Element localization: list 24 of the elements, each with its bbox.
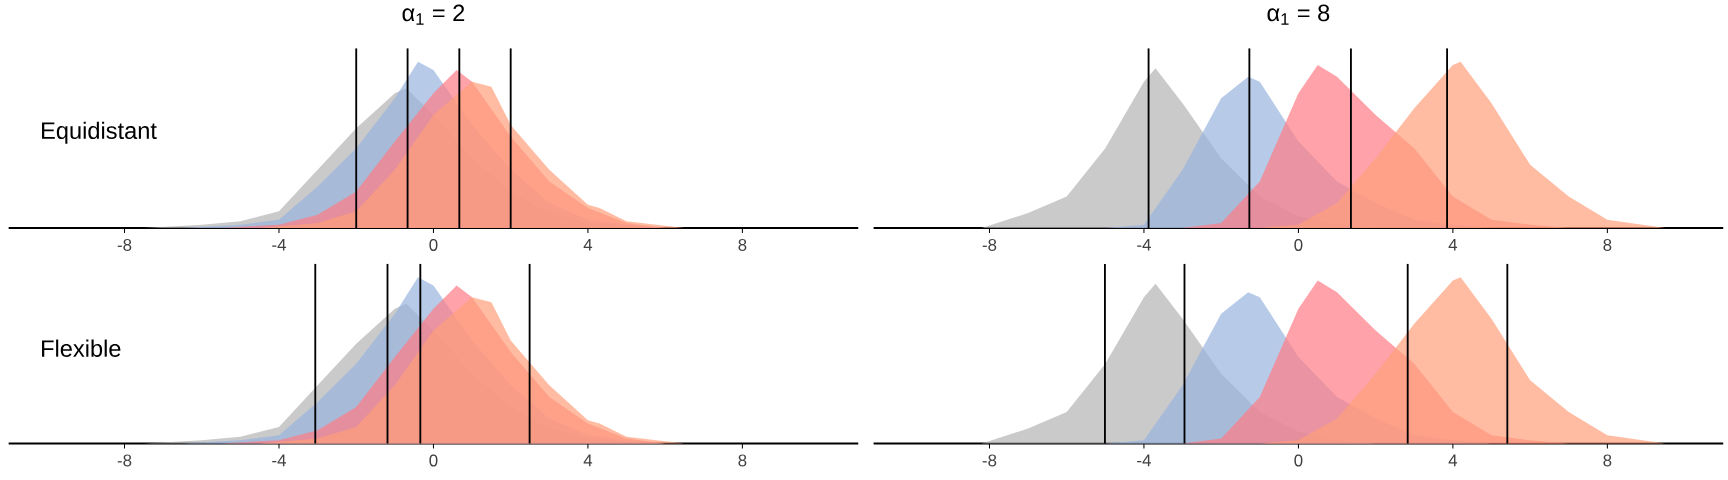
x-tick-label: -4 — [1137, 454, 1151, 467]
y-axis-title: Flexible — [42, 339, 121, 357]
x-tick-label: 0 — [1294, 454, 1303, 467]
x-tick-label: -4 — [272, 239, 286, 251]
x-tick-label: 8 — [738, 239, 747, 251]
x-tick-label: 4 — [583, 454, 593, 467]
x-tick-label: 4 — [1448, 454, 1458, 467]
x-tick-label: 4 — [583, 239, 593, 251]
chart-title: α$_{1}$ = 8 — [1267, 4, 1330, 25]
x-tick-label: -8 — [982, 239, 997, 251]
x-tick-label: -4 — [1137, 239, 1151, 251]
y-axis-title: Equidistant — [42, 121, 157, 144]
x-tick-label: 4 — [1448, 239, 1458, 251]
x-tick-label: 0 — [429, 454, 438, 467]
x-tick-label: 8 — [738, 454, 747, 467]
x-tick-label: -8 — [117, 239, 132, 251]
x-tick-label: 0 — [429, 239, 438, 251]
x-tick-label: -8 — [117, 454, 132, 467]
chart-title: α$_{1}$ = 2 — [402, 4, 465, 25]
x-tick-label: -8 — [982, 454, 997, 467]
x-tick-label: -4 — [272, 454, 286, 467]
x-tick-label: 0 — [1294, 239, 1303, 251]
x-tick-label: 8 — [1603, 239, 1612, 251]
x-tick-label: 8 — [1603, 454, 1612, 467]
